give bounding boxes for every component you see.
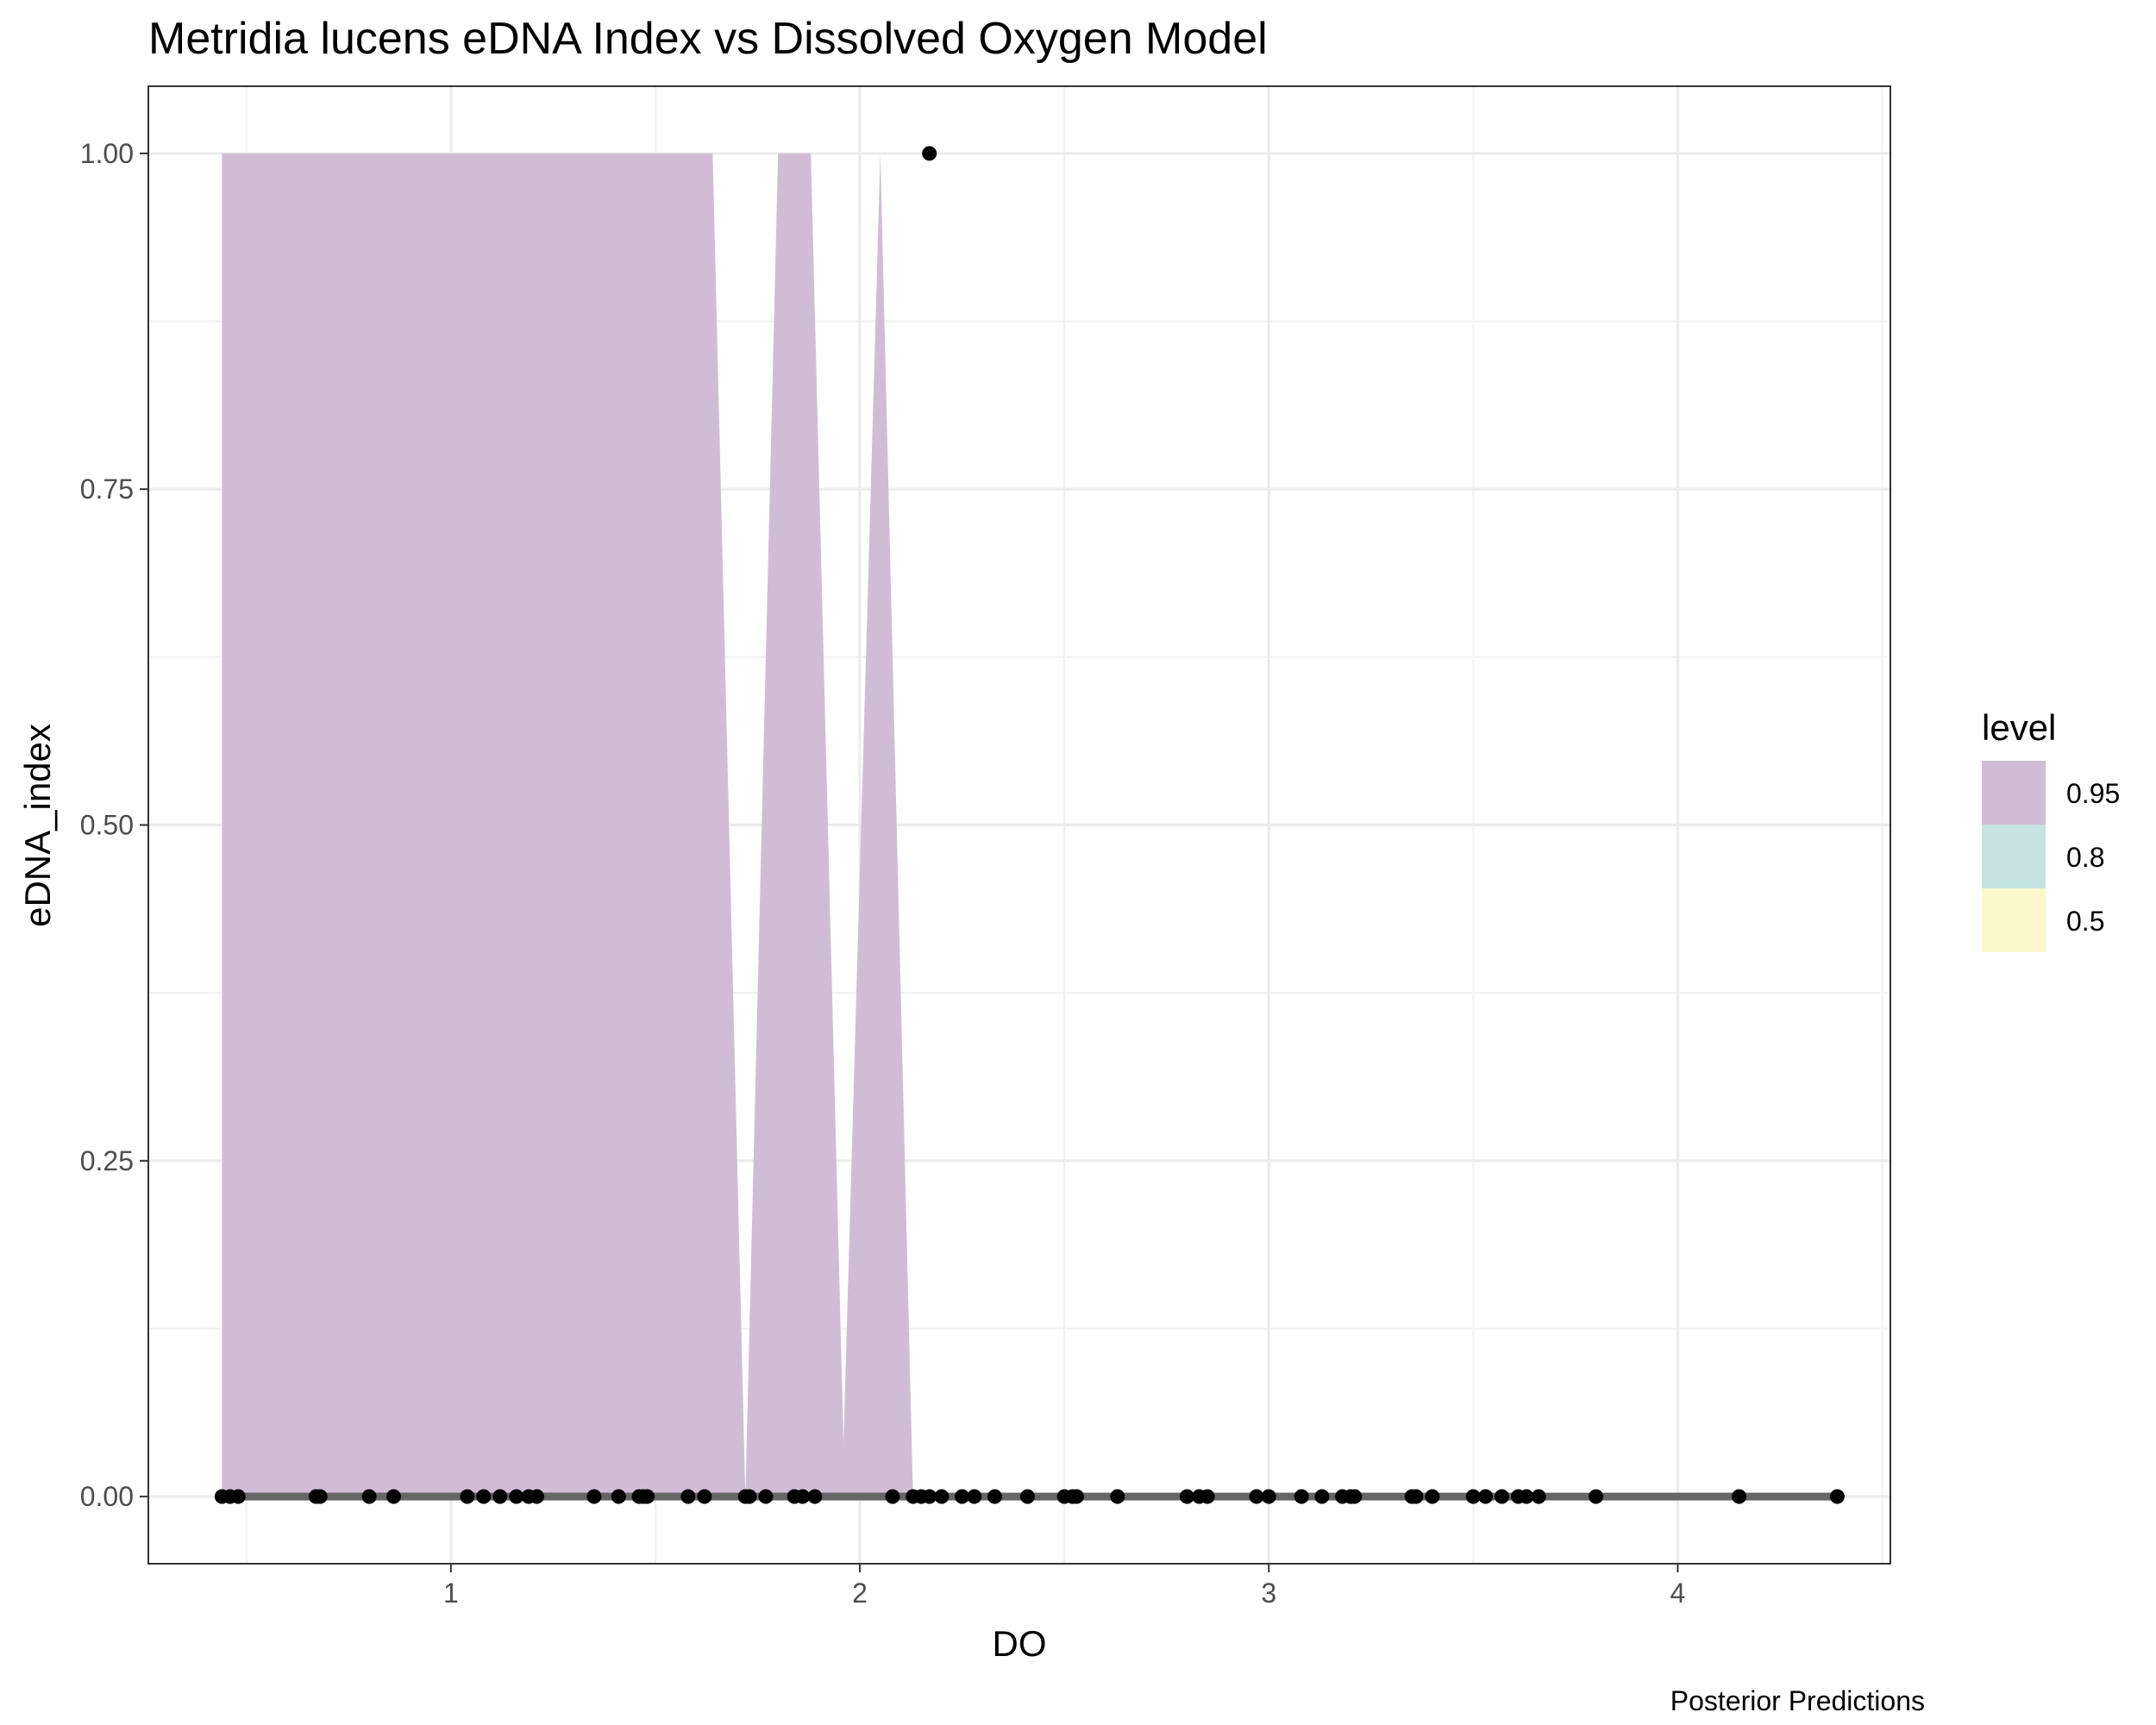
data-point bbox=[1314, 1489, 1330, 1504]
legend-key bbox=[1982, 825, 2046, 888]
data-point bbox=[1408, 1489, 1424, 1504]
data-point bbox=[386, 1489, 401, 1504]
y-axis-title: eDNA_index bbox=[17, 724, 58, 927]
ribbon-layer bbox=[222, 153, 913, 1497]
data-point bbox=[530, 1489, 544, 1504]
data-point bbox=[1465, 1489, 1481, 1504]
data-point bbox=[1589, 1489, 1604, 1504]
data-point bbox=[967, 1489, 982, 1504]
legend-title: level bbox=[1982, 707, 2056, 748]
data-point bbox=[1294, 1489, 1309, 1504]
data-point bbox=[492, 1489, 508, 1504]
points-layer bbox=[214, 146, 1845, 1504]
y-axis: 0.00 0.25 0.50 0.75 1.00 bbox=[80, 138, 148, 1512]
data-point bbox=[922, 1489, 937, 1504]
data-point bbox=[611, 1489, 626, 1504]
y-tick-label: 0.75 bbox=[80, 474, 134, 505]
x-tick-label: 3 bbox=[1261, 1578, 1276, 1609]
data-point bbox=[361, 1489, 377, 1504]
y-tick-label: 0.00 bbox=[80, 1481, 134, 1512]
legend-label: 0.5 bbox=[2066, 906, 2104, 937]
legend-key bbox=[1982, 761, 2046, 825]
plot-panel bbox=[147, 85, 1891, 1565]
x-axis-title: DO bbox=[993, 1623, 1047, 1664]
data-point bbox=[922, 146, 937, 161]
data-point bbox=[640, 1489, 655, 1504]
data-point bbox=[1425, 1489, 1440, 1504]
data-point bbox=[312, 1489, 328, 1504]
data-point bbox=[1200, 1489, 1215, 1504]
data-point bbox=[1531, 1489, 1546, 1504]
x-axis: 1 2 3 4 bbox=[443, 1564, 1685, 1609]
ribbon-95 bbox=[222, 153, 913, 1497]
y-tick-label: 1.00 bbox=[80, 138, 134, 169]
data-point bbox=[476, 1489, 492, 1504]
data-point bbox=[742, 1489, 757, 1504]
data-point bbox=[807, 1489, 823, 1504]
data-point bbox=[1179, 1489, 1194, 1504]
data-point bbox=[1249, 1489, 1264, 1504]
y-tick-label: 0.50 bbox=[80, 810, 134, 841]
data-point bbox=[1020, 1489, 1035, 1504]
data-point bbox=[697, 1489, 712, 1504]
data-point bbox=[1519, 1489, 1534, 1504]
data-point bbox=[230, 1489, 246, 1504]
legend-label: 0.8 bbox=[2066, 842, 2104, 873]
data-point bbox=[795, 1489, 811, 1504]
data-point bbox=[1829, 1489, 1845, 1504]
data-point bbox=[509, 1489, 524, 1504]
y-tick-label: 0.25 bbox=[80, 1145, 134, 1176]
data-point bbox=[1478, 1489, 1494, 1504]
data-point bbox=[460, 1489, 475, 1504]
legend-key bbox=[1982, 888, 2046, 952]
data-point bbox=[1261, 1489, 1276, 1504]
legend-label: 0.95 bbox=[2066, 778, 2120, 809]
x-tick-label: 2 bbox=[852, 1578, 868, 1609]
data-point bbox=[955, 1489, 970, 1504]
chart-title: Metridia lucens eDNA Index vs Dissolved … bbox=[148, 14, 1268, 64]
data-point bbox=[1110, 1489, 1125, 1504]
data-point bbox=[1495, 1489, 1509, 1504]
data-point bbox=[680, 1489, 696, 1504]
x-tick-label: 4 bbox=[1670, 1578, 1686, 1609]
data-point bbox=[934, 1489, 950, 1504]
legend: level 0.95 0.8 0.5 bbox=[1982, 707, 2120, 952]
x-tick-label: 1 bbox=[443, 1578, 459, 1609]
data-point bbox=[885, 1489, 900, 1504]
data-point bbox=[586, 1489, 602, 1504]
data-point bbox=[1347, 1489, 1363, 1504]
data-point bbox=[758, 1489, 774, 1504]
data-point bbox=[987, 1489, 1002, 1504]
caption: Posterior Predictions bbox=[1670, 1685, 1925, 1716]
data-point bbox=[1069, 1489, 1084, 1504]
data-point bbox=[1732, 1489, 1747, 1504]
